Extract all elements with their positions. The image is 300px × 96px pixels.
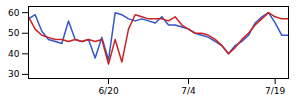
svg-text:40: 40: [8, 49, 20, 59]
svg-text:30: 30: [8, 69, 20, 79]
svg-text:7/19: 7/19: [265, 86, 285, 96]
svg-text:50: 50: [8, 28, 20, 38]
svg-text:6/20: 6/20: [98, 86, 118, 96]
svg-text:7/4: 7/4: [181, 86, 196, 96]
svg-text:60: 60: [8, 8, 20, 18]
